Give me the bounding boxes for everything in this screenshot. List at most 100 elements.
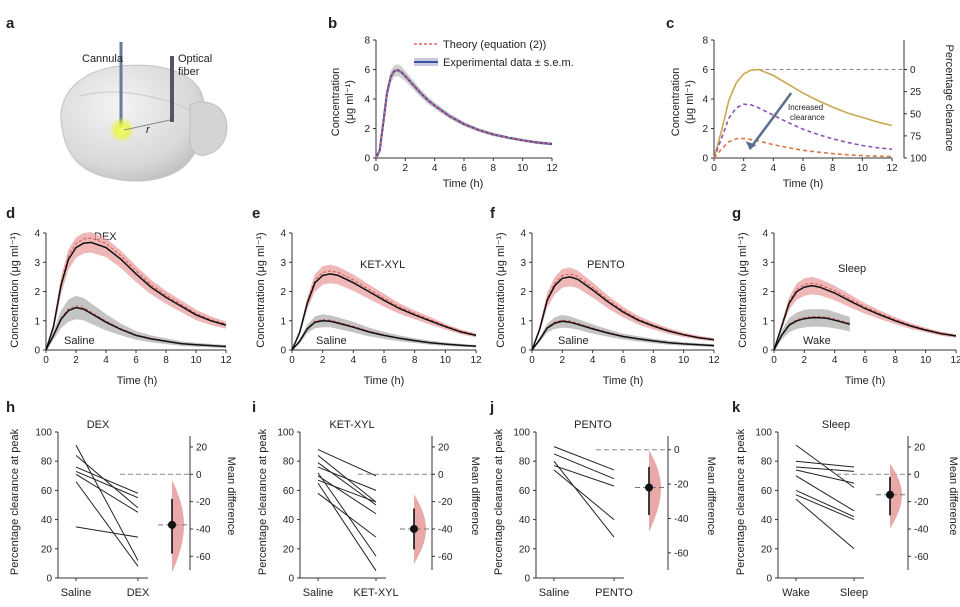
panel-c-x-tick-label: 4 [771,163,777,174]
panel-k-paired-line [795,469,855,484]
panel-f-x-tick-label: 12 [708,355,720,366]
panel-c-ylabel-1: Concentration [670,68,682,137]
distance-line [123,119,171,131]
panel-h-paired-line [75,466,139,494]
panel-b-x-tick-label: 6 [461,163,467,174]
panel-g-x-tick-label: 12 [950,355,960,366]
panel-c-xlabel: Time (h) [783,178,824,190]
panel-k-right-tick-label: -60 [914,552,929,563]
panel-i-title: KET-XYL [329,419,374,431]
panel-c-annotation-1: Increased [788,103,823,112]
panel-b-experimental-line [375,69,553,159]
panel-k-paired-line [795,475,855,512]
panel-c-ylabel-right: Percentage clearance [943,44,955,151]
brain-cerebellum [189,101,228,156]
panel-b-legend-experimental: Experimental data ± s.e.m. [443,57,574,69]
panel-j-paired-line [553,446,615,471]
panel-b-theory-line [375,69,553,159]
panel-e-x-tick-label: 8 [412,355,418,366]
panel-g-x-tick-label: 0 [771,355,777,366]
panel-d-saline-label: Saline [64,335,95,347]
panel-h-y-tick-label: 40 [41,515,53,526]
panel-k-y-tick-label: 0 [766,574,772,585]
panel-e-y-tick-label: 3 [280,258,286,269]
panel-e-treatment-line [291,273,477,351]
panel-c-annotation-2: clearance [790,113,825,122]
panel-k-y-tick-label: 40 [761,515,773,526]
panel-j-y-tick-label: 20 [519,544,531,555]
panel-d-x-tick-label: 0 [43,355,49,366]
panel-d-y-tick-label: 4 [34,229,40,240]
panel-k-paired-line [795,460,855,468]
panel-j-y-tick-label: 100 [513,428,530,439]
panel-b-x-tick-label: 10 [517,163,529,174]
injection-glow [109,117,135,143]
panel-i-y-tick-label: 40 [283,515,295,526]
panel-d-x-tick-label: 12 [220,355,232,366]
panel-j-paired-line [553,453,615,480]
panel-k-ylabel-right: Mean difference [947,457,959,536]
panel-g-title: Sleep [838,263,866,275]
distance-label: r [146,124,151,136]
time-course-text: DEX Saline Time (h) Concentration (μg ml… [9,231,885,387]
panel-b-x-tick-label: 4 [432,163,438,174]
panel-g-x-tick-label: 6 [862,355,868,366]
panel-h-right-tick-label: 0 [196,470,202,481]
panel-j-right-tick-label: 0 [674,445,680,456]
panel-d-x-tick-label: 8 [163,355,169,366]
panel-j-y-tick-label: 40 [519,515,531,526]
panel-d-y-tick-label: 0 [34,346,40,357]
panel-i-paired-line [317,472,377,557]
panel-e-x-tick-label: 12 [470,355,482,366]
panel-k-mean-difference-point [886,490,894,499]
panel-e-x-tick-label: 6 [381,355,387,366]
panel-i-right-tick-label: -60 [438,552,453,563]
panel-g-xlabel: Time (h) [845,375,886,387]
panel-d-y-tick-label: 2 [34,287,40,298]
panel-k-bootstrap-distribution [890,463,902,529]
panel-g-ylabel: Concentration (μg ml⁻¹) [737,232,749,347]
panel-i-paired-line [317,449,377,477]
panel-j-y-tick-label: 80 [519,457,531,468]
panel-c-y-tick-label: 2 [702,124,708,135]
panel-d-control-band [46,295,226,350]
panel-h-paired-line [75,444,139,561]
panel-e-y-tick-label: 2 [280,287,286,298]
panel-b-sem-band [376,64,552,158]
panel-c-y-tick-label: 0 [702,154,708,165]
panel-f-x-tick-label: 0 [529,355,535,366]
panel-i-y-tick-label: 20 [283,544,295,555]
panel-d-x-tick-label: 2 [73,355,79,366]
panel-f-y-tick-label: 2 [520,287,526,298]
panel-c-x-tick-label: 10 [857,163,869,174]
panel-h-paired-line [75,470,139,499]
panel-c-x-tick-label: 6 [800,163,806,174]
panel-b-y-tick-label: 0 [364,154,370,165]
panel-k-paired-line [795,498,855,550]
panel-b-y-tick-label: 4 [364,95,370,106]
panel-k-y-tick-label: 100 [755,428,772,439]
panel-i-y-tick-label: 0 [288,574,294,585]
panel-d-x-tick-label: 6 [133,355,139,366]
panel-k-paired-line [795,494,855,521]
panel-j-paired-line [553,465,615,487]
panel-c-right-tick-label: 25 [910,87,922,98]
panel-f-y-tick-label: 4 [520,229,526,240]
panel-h-right-tick-label: 20 [196,442,208,453]
panel-i-category-label: KET-XYL [353,587,398,599]
panel-e-y-tick-label: 1 [280,316,286,327]
panel-label-a: a [6,15,15,32]
panel-e-xlabel: Time (h) [364,375,405,387]
clearance-text: DEX Percentage clearance at peak Mean di… [9,419,959,575]
panel-k-y-tick-label: 80 [761,457,773,468]
panel-h-right-tick-label: -40 [196,524,211,535]
panel-d-ylabel: Concentration (μg ml⁻¹) [9,232,21,347]
panel-h-y-tick-label: 100 [35,428,52,439]
panel-g-y-tick-label: 1 [762,316,768,327]
panel-letters: a b c d e f g h i j k [6,15,741,416]
panel-e-x-tick-label: 2 [320,355,326,366]
panel-c-arrow-head [745,141,757,150]
panel-h-y-tick-label: 20 [41,544,53,555]
panel-i-paired-line [317,466,377,491]
